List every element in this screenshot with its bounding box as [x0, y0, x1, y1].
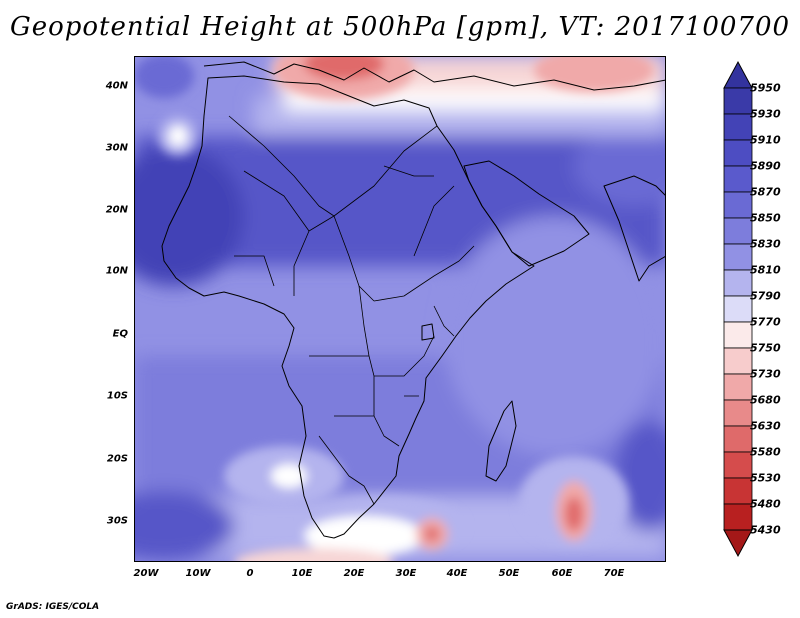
colorbar-swatch — [723, 217, 753, 245]
field-cape-low-core — [425, 527, 439, 541]
colorbar-level-label: 5750 — [750, 341, 781, 355]
map-title: Geopotential Height at 500hPa [gpm], VT:… — [9, 12, 791, 42]
lon-label-10w: 10W — [185, 568, 211, 579]
colorbar-bottom-arrow — [723, 529, 753, 558]
field-west-high — [134, 146, 244, 286]
lon-label-10e: 10E — [291, 568, 313, 579]
colorbar-swatch — [723, 477, 753, 505]
arabian-peninsula — [463, 160, 590, 267]
borders — [228, 115, 475, 505]
colorbar-swatch — [723, 373, 753, 401]
colorbar-level-label: 5810 — [750, 263, 781, 277]
lat-label-10s: 10S — [106, 390, 128, 402]
colorbar-swatch — [723, 139, 753, 167]
madagascar-coastline — [485, 400, 517, 482]
colorbar-swatch — [723, 191, 753, 219]
colorbar-level-label: 5630 — [750, 419, 781, 433]
colorbar-level-label: 5910 — [750, 133, 781, 147]
colorbar-swatch — [723, 321, 753, 349]
colorbar-level-label: 5830 — [750, 237, 781, 251]
lon-label-30e: 30E — [395, 568, 417, 579]
colorbar-level-label: 5680 — [750, 393, 781, 407]
europe-coastline — [203, 61, 666, 91]
colorbar-swatch — [723, 165, 753, 193]
colorbar-level-label: 5430 — [750, 523, 781, 537]
colorbar-swatch — [723, 269, 753, 297]
colorbar-level-label: 5580 — [750, 445, 781, 459]
field-east-high — [574, 126, 666, 206]
colorbar-swatch — [723, 347, 753, 375]
colorbar-level-label: 5890 — [750, 159, 781, 173]
lat-label-20s: 20S — [106, 453, 128, 465]
field-cape-white — [304, 516, 424, 556]
lat-label-40n: 40N — [105, 80, 128, 92]
africa-coastline — [161, 75, 535, 539]
colorbar-level-label: 5790 — [750, 289, 781, 303]
colorbar-swatch — [723, 243, 753, 271]
lon-label-60e: 60E — [551, 568, 573, 579]
india-coastline — [603, 175, 666, 282]
colorbar-level-label: 5730 — [750, 367, 781, 381]
colorbar-level-label: 5480 — [750, 497, 781, 511]
colorbar-swatch — [723, 399, 753, 427]
field-natlantic-dark — [134, 56, 194, 98]
colorbar-swatch — [723, 113, 753, 141]
field-north-trough-core — [304, 56, 384, 80]
colorbar-swatch — [723, 503, 753, 531]
colorbar-swatch — [723, 451, 753, 479]
lat-label-30s: 30S — [106, 515, 128, 527]
credit-text: GrADS: IGES/COLA — [6, 602, 100, 612]
lon-label-40e: 40E — [446, 568, 468, 579]
field-indian-light — [444, 216, 664, 456]
lake-victoria — [421, 323, 435, 341]
colorbar-level-label: 5530 — [750, 471, 781, 485]
lon-label-0: 0 — [246, 568, 254, 579]
lat-label-10n: 10N — [105, 265, 128, 277]
lon-label-20w: 20W — [133, 568, 159, 579]
field-satl-white — [271, 464, 307, 488]
colorbar-swatch — [723, 295, 753, 323]
lon-label-70e: 70E — [603, 568, 625, 579]
colorbar-top-arrow — [723, 60, 753, 89]
colorbar — [723, 60, 753, 558]
lat-label-30n: 30N — [105, 142, 128, 154]
colorbar-level-label: 5930 — [750, 107, 781, 121]
colorbar-level-label: 5870 — [750, 185, 781, 199]
field-sw-dark — [134, 491, 234, 561]
field-indian-low-core — [565, 497, 583, 531]
colorbar-swatch — [723, 425, 753, 453]
colorbar-level-label: 5770 — [750, 315, 781, 329]
colorbar-swatch — [723, 87, 753, 115]
lat-label-eq: EQ — [112, 328, 128, 340]
colorbar-level-label: 5950 — [750, 81, 781, 95]
map-area — [134, 56, 666, 562]
lat-label-20n: 20N — [105, 204, 128, 216]
lon-label-50e: 50E — [498, 568, 520, 579]
colorbar-level-label: 5850 — [750, 211, 781, 225]
lon-label-20e: 20E — [343, 568, 365, 579]
field-west-white-spot — [169, 126, 187, 146]
field-south-pink — [234, 548, 394, 562]
